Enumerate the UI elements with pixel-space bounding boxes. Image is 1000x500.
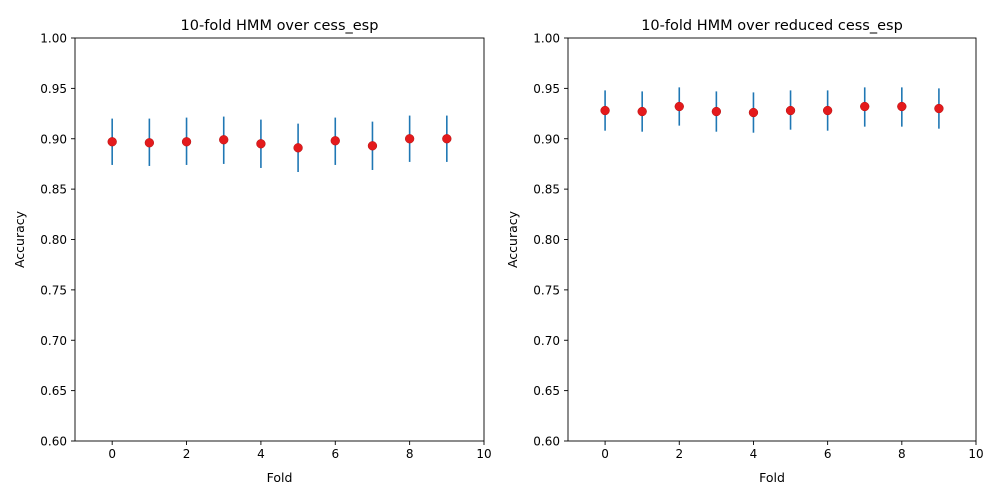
y-tick-label: 1.00 bbox=[40, 32, 67, 46]
chart-panel-1: 10-fold HMM over cess_esp 0 2 4 6 8 10 0.60 0.65… bbox=[12, 18, 492, 485]
y-tick-label: 0.85 bbox=[533, 183, 560, 197]
data-point-fold-4 bbox=[748, 107, 759, 118]
y-axis-label: Accuracy bbox=[12, 210, 27, 268]
data-point-fold-2 bbox=[674, 101, 684, 112]
x-tick-label: 2 bbox=[183, 447, 191, 461]
y-tick-label: 0.75 bbox=[533, 283, 560, 297]
x-tick-label: 10 bbox=[476, 447, 491, 461]
y-tick-label: 0.70 bbox=[40, 334, 67, 348]
data-point-fold-8 bbox=[897, 101, 907, 112]
data-point-fold-7 bbox=[367, 141, 378, 151]
y-tick-label: 0.75 bbox=[40, 283, 67, 297]
y-tick-label: 0.95 bbox=[40, 82, 67, 96]
data-point-fold-6 bbox=[822, 105, 833, 116]
chart-title: 10-fold HMM over reduced cess_esp bbox=[641, 18, 903, 34]
y-tick-label: 0.70 bbox=[533, 334, 560, 348]
chart-title: 10-fold HMM over cess_esp bbox=[181, 18, 379, 34]
data-point-fold-3 bbox=[711, 106, 722, 117]
x-tick-label: 4 bbox=[257, 447, 265, 461]
data-point-fold-6 bbox=[330, 136, 340, 146]
y-tick-label: 0.95 bbox=[533, 82, 560, 96]
data-point-fold-2 bbox=[181, 137, 192, 147]
x-tick-label: 4 bbox=[750, 447, 758, 461]
x-tick-label: 6 bbox=[331, 447, 339, 461]
chart-panel-2: 10-fold HMM over reduced cess_esp 0 2 4 6 8 10… bbox=[505, 18, 984, 485]
x-tick-label: 2 bbox=[675, 447, 683, 461]
x-tick-label: 10 bbox=[968, 447, 983, 461]
y-tick-label: 0.85 bbox=[40, 183, 67, 197]
plot-frame bbox=[567, 37, 977, 442]
y-tick-label: 0.80 bbox=[40, 233, 67, 247]
data-point-fold-5 bbox=[785, 105, 796, 116]
y-tick-label: 1.00 bbox=[533, 32, 560, 46]
y-tick-label: 0.90 bbox=[533, 132, 560, 146]
y-tick-label: 0.65 bbox=[40, 384, 67, 398]
x-tick-label: 0 bbox=[601, 447, 609, 461]
data-point-fold-1 bbox=[144, 138, 155, 148]
y-tick-label: 0.90 bbox=[40, 132, 67, 146]
y-tick-label: 0.60 bbox=[40, 435, 67, 449]
data-point-fold-4 bbox=[256, 139, 266, 149]
data-point-fold-9 bbox=[442, 134, 452, 144]
y-tick-label: 0.60 bbox=[533, 435, 560, 449]
x-axis-label: Fold bbox=[267, 470, 293, 485]
data-point-fold-7 bbox=[860, 101, 870, 112]
data-point-fold-0 bbox=[600, 105, 610, 116]
x-tick-label: 8 bbox=[898, 447, 906, 461]
y-tick-label: 0.80 bbox=[533, 233, 560, 247]
x-axis-label: Fold bbox=[759, 470, 785, 485]
data-point-fold-5 bbox=[293, 143, 303, 153]
data-point-fold-8 bbox=[404, 134, 415, 144]
data-point-fold-1 bbox=[637, 106, 647, 117]
y-tick-label: 0.65 bbox=[533, 384, 560, 398]
x-tick-label: 8 bbox=[406, 447, 414, 461]
x-tick-label: 6 bbox=[824, 447, 832, 461]
data-point-fold-9 bbox=[934, 103, 944, 114]
y-axis-label: Accuracy bbox=[505, 210, 520, 268]
data-point-fold-0 bbox=[107, 137, 117, 147]
data-point-fold-3 bbox=[219, 135, 229, 145]
x-tick-label: 0 bbox=[108, 447, 116, 461]
plot-frame bbox=[74, 37, 485, 442]
